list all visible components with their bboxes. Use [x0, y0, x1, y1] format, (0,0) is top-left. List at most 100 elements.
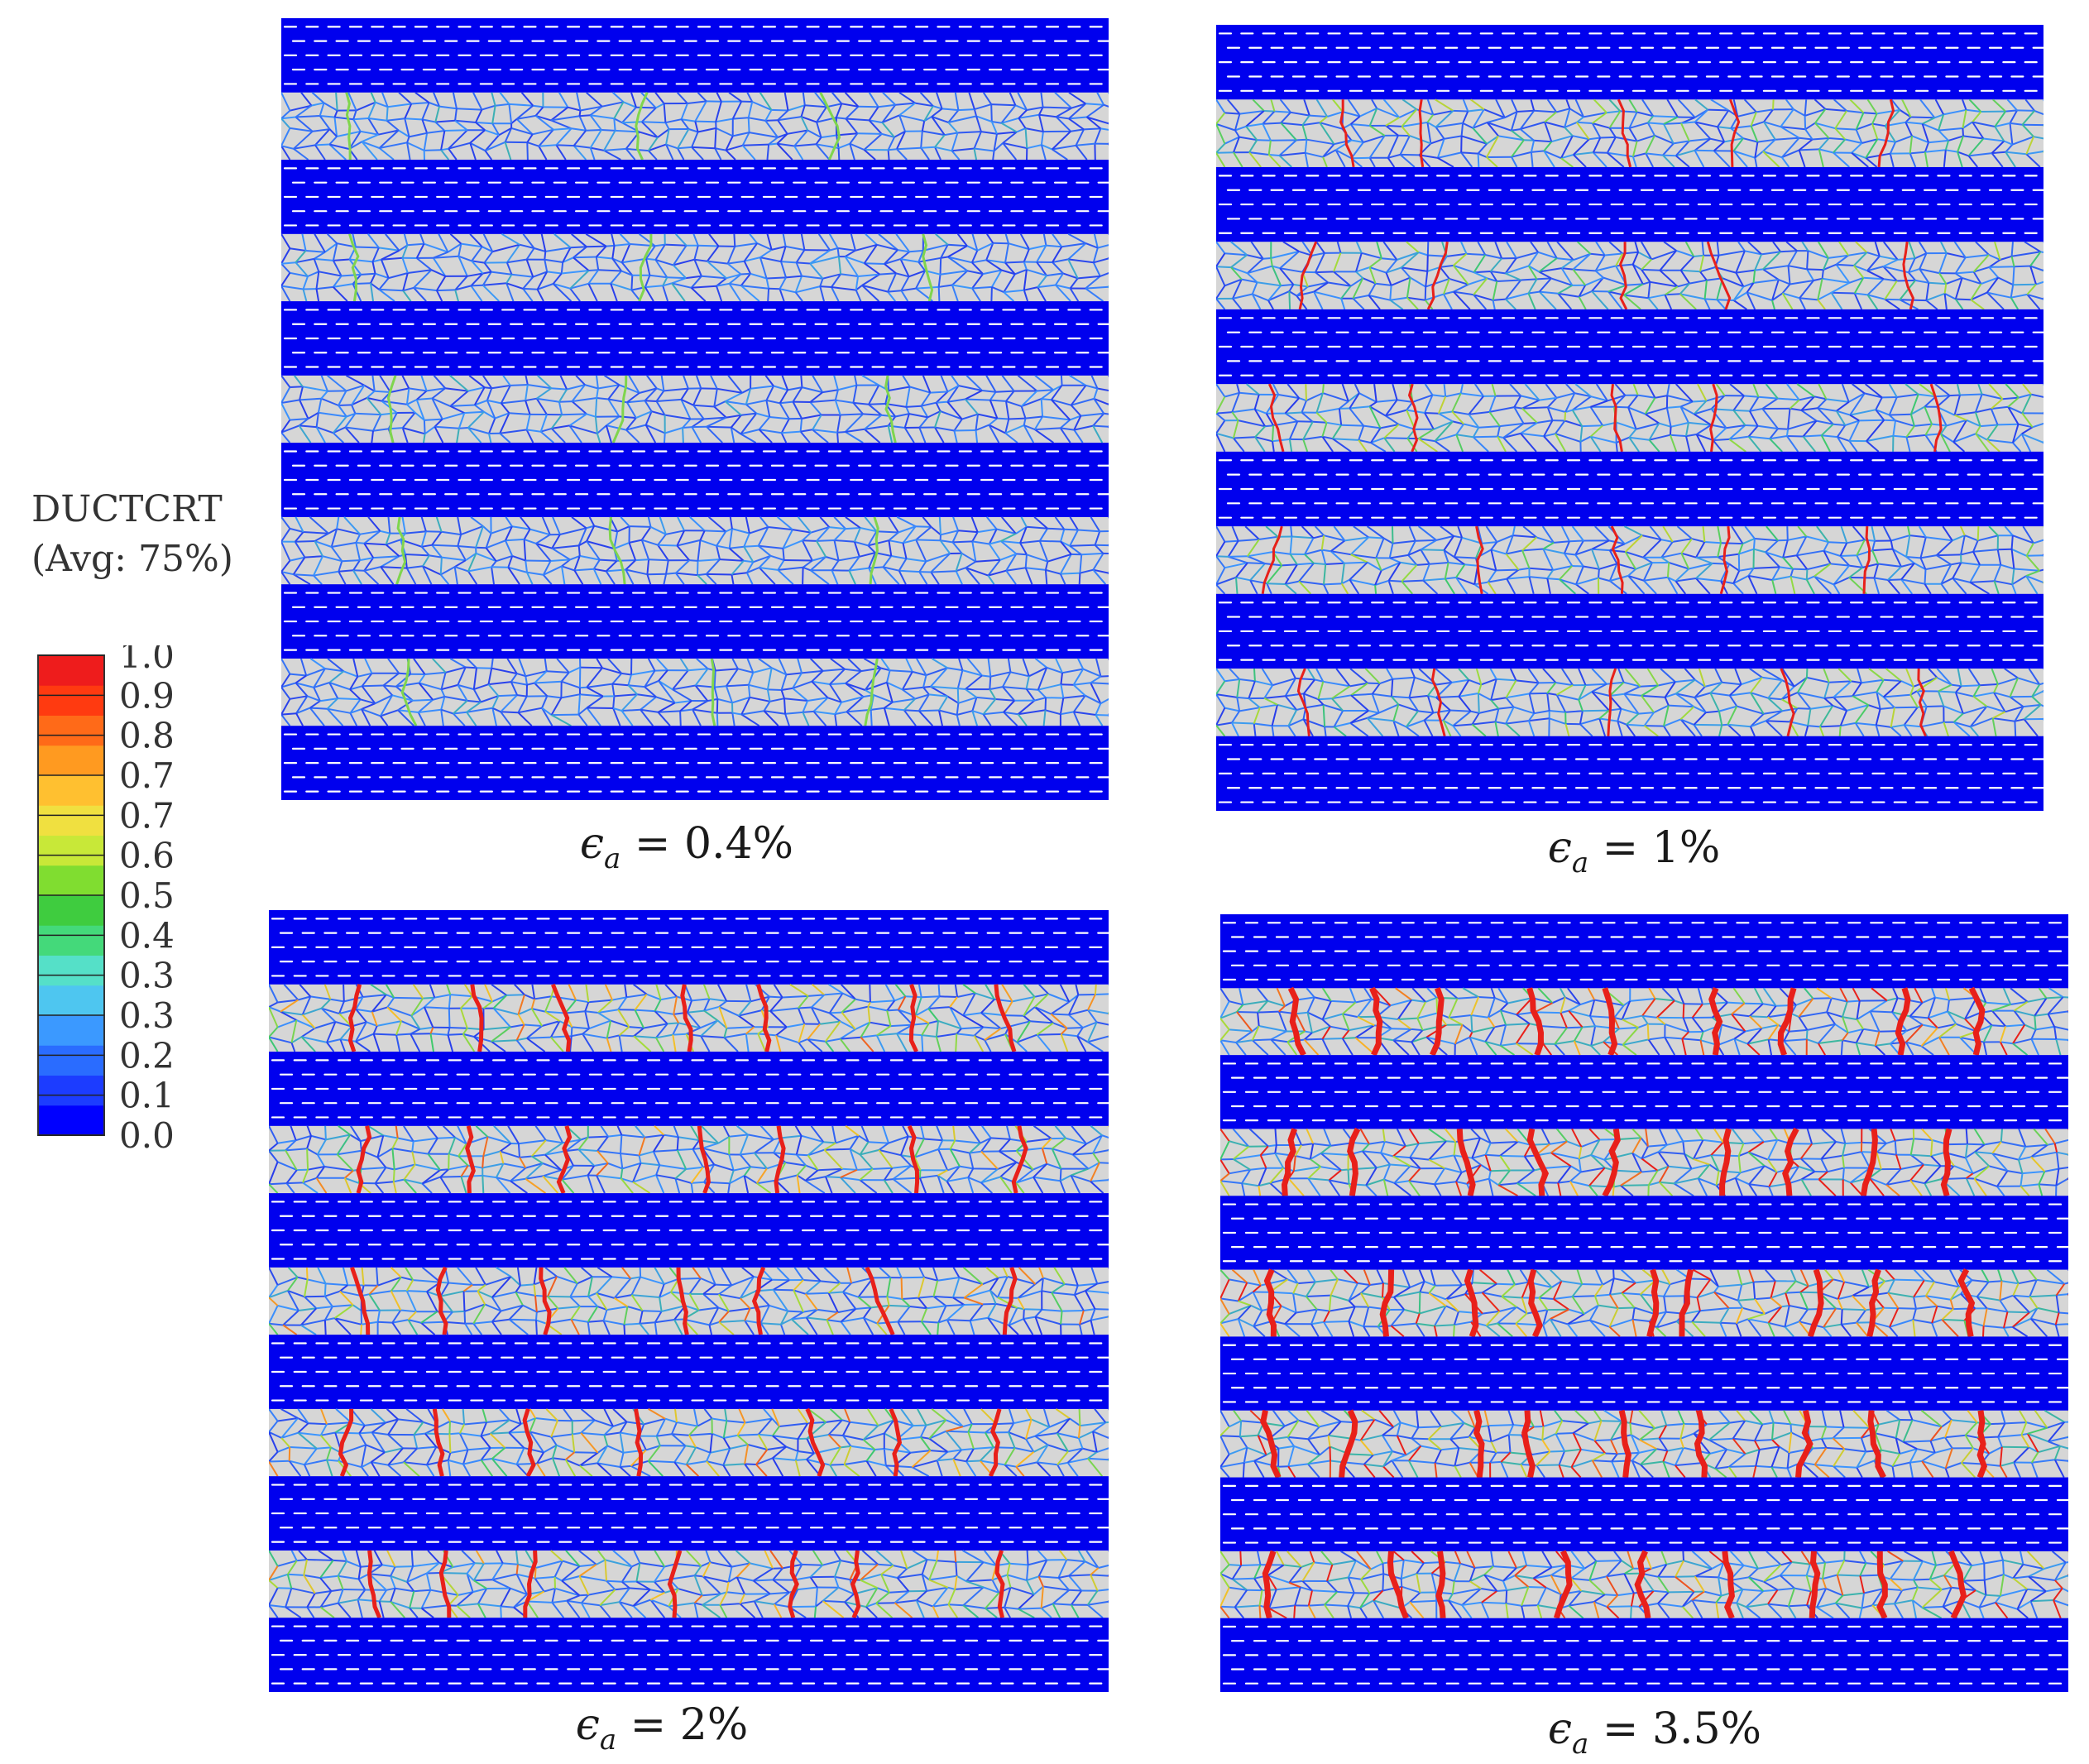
transverse-crack — [1602, 987, 1618, 1057]
transverse-crack — [438, 1550, 452, 1618]
transverse-crack — [1456, 1129, 1476, 1197]
transverse-crack — [869, 516, 879, 585]
transverse-crack — [338, 1408, 354, 1478]
transverse-crack — [1917, 669, 1927, 737]
transverse-crack — [1267, 383, 1285, 453]
transverse-crack — [1527, 1268, 1543, 1338]
transverse-crack — [1426, 241, 1449, 310]
contour-panel-strain-0.4 — [281, 18, 1109, 800]
transverse-crack — [889, 1407, 903, 1477]
matrix-layer — [1216, 241, 2043, 310]
transverse-crack — [907, 1124, 920, 1194]
transverse-crack — [1706, 241, 1732, 310]
legend-color-segment — [38, 1105, 104, 1136]
fiber-layer — [1220, 1618, 2068, 1692]
legend-color-segment — [38, 655, 104, 686]
fiber-layer — [1216, 736, 2043, 811]
transverse-crack — [400, 658, 418, 726]
transverse-crack — [988, 1408, 1002, 1478]
transverse-crack — [1610, 525, 1624, 594]
legend-tick-label: 0.2 — [119, 1035, 175, 1076]
transverse-crack — [884, 375, 897, 443]
transverse-crack — [539, 1267, 552, 1335]
transverse-crack — [1976, 1410, 1988, 1479]
transverse-crack — [432, 1408, 445, 1477]
matrix-layer — [1220, 1127, 2068, 1197]
transverse-crack — [350, 1267, 371, 1335]
transverse-crack — [805, 1407, 826, 1478]
transverse-crack — [1261, 525, 1283, 595]
transverse-crack — [774, 1125, 786, 1194]
transverse-crack — [1418, 99, 1425, 168]
transverse-crack — [1430, 668, 1446, 737]
transverse-crack — [667, 1550, 683, 1618]
transverse-crack — [1296, 668, 1310, 736]
transverse-crack — [922, 233, 934, 302]
strain-caption-2: ϵa = 2% — [575, 1700, 749, 1757]
transverse-crack — [1777, 987, 1797, 1057]
fiber-layer — [269, 910, 1109, 985]
fiber-layer — [281, 584, 1109, 659]
legend-color-segment — [38, 865, 104, 896]
transverse-crack — [864, 658, 879, 726]
transverse-crack — [522, 1408, 536, 1478]
matrix-layer — [1216, 668, 2043, 737]
transverse-crack — [1464, 1268, 1479, 1338]
transverse-crack — [556, 1125, 573, 1195]
transverse-crack — [1862, 526, 1871, 594]
matrix-layer — [281, 91, 1109, 161]
transverse-crack — [1728, 98, 1741, 167]
legend-color-segment — [38, 835, 104, 866]
matrix-layer — [281, 232, 1109, 302]
legend-color-segment — [38, 985, 104, 1016]
transverse-crack — [356, 1125, 372, 1194]
transverse-crack — [1618, 242, 1628, 310]
legend-color-segment — [38, 1015, 104, 1046]
fiber-layer — [1220, 1336, 2068, 1411]
transverse-crack — [638, 233, 653, 302]
transverse-crack — [680, 984, 693, 1052]
transverse-crack — [608, 516, 626, 585]
legend-tick-label: 0.9 — [119, 675, 175, 716]
transverse-crack — [788, 1550, 799, 1618]
matrix-layer — [281, 375, 1109, 443]
fiber-layer — [1220, 914, 2068, 989]
transverse-crack — [819, 92, 841, 161]
transverse-crack — [1719, 525, 1731, 595]
transverse-crack — [1553, 1550, 1573, 1619]
matrix-layer — [281, 516, 1109, 586]
transverse-crack — [994, 984, 1017, 1052]
transverse-crack — [1948, 1550, 1967, 1620]
transverse-crack — [1877, 98, 1895, 168]
matrix-layer — [281, 658, 1109, 727]
transverse-crack — [1722, 1551, 1735, 1620]
transverse-crack — [1646, 1268, 1660, 1338]
transverse-crack — [470, 984, 484, 1052]
fiber-layer — [269, 1193, 1109, 1268]
legend-tick-label: 0.5 — [119, 875, 175, 916]
transverse-crack — [1339, 1409, 1358, 1478]
transverse-crack — [395, 516, 407, 585]
fiber-layer — [1216, 451, 2043, 527]
fiber-layer — [1220, 1055, 2068, 1129]
contour-panel-strain-1 — [1216, 25, 2043, 811]
color-legend: 1.00.90.80.70.70.60.50.40.30.30.20.10.0 — [37, 645, 175, 1156]
transverse-crack — [1526, 1128, 1550, 1196]
strain-caption-3.5: ϵa = 3.5% — [1547, 1704, 1762, 1761]
strain-caption-1: ϵa = 1% — [1547, 823, 1721, 880]
transverse-crack — [1968, 986, 1986, 1056]
transverse-crack — [1719, 1128, 1732, 1196]
fiber-layer — [281, 726, 1109, 800]
transverse-crack — [1709, 383, 1718, 453]
legend-tick-label: 1.0 — [119, 645, 175, 676]
matrix-layer — [1220, 986, 2068, 1057]
legend-tick-label: 0.7 — [119, 795, 175, 836]
legend-color-segment — [38, 775, 104, 806]
fiber-layer — [269, 1476, 1109, 1551]
legend-variable-name: DUCTCRT — [31, 488, 223, 530]
legend-color-segment — [38, 805, 104, 836]
transverse-crack — [1526, 987, 1545, 1057]
transverse-crack — [1929, 383, 1943, 453]
legend-color-segment — [38, 895, 104, 926]
transverse-crack — [435, 1266, 448, 1335]
